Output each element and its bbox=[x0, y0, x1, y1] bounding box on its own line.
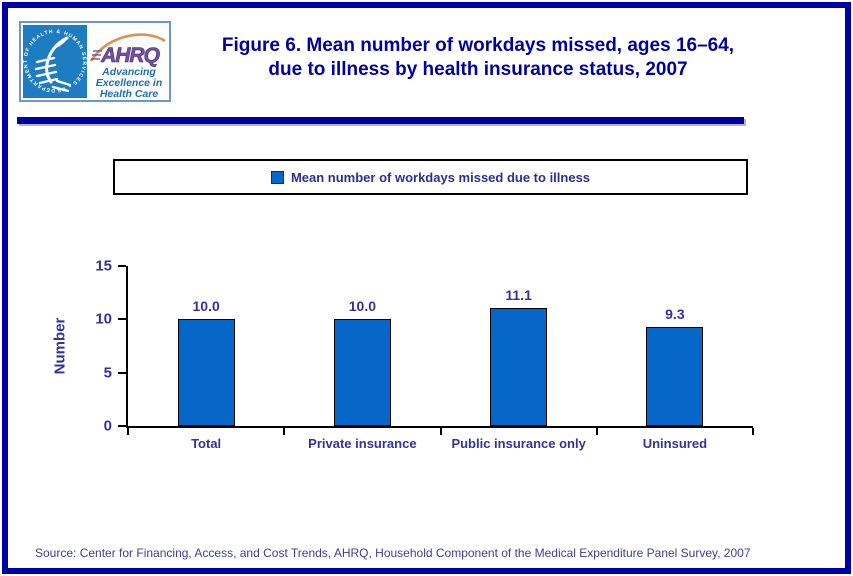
ahrq-tagline-3: Health Care bbox=[100, 88, 159, 98]
seal-circular-text: DEPARTMENT OF HEALTH & HUMAN SERVICES • … bbox=[21, 21, 86, 93]
legend-swatch-icon bbox=[270, 170, 284, 184]
x-axis-category-label: Total bbox=[191, 436, 222, 451]
header-divider-bar bbox=[17, 117, 744, 124]
ahrq-logo: DEPARTMENT OF HEALTH & HUMAN SERVICES • … bbox=[19, 21, 171, 102]
bar-chart-plot-area: 0 5 10 15 10.0 Total 10.0 Private insurance 11.1… bbox=[95, 258, 754, 451]
x-axis-tick bbox=[752, 428, 754, 435]
x-axis-category-label: Uninsured bbox=[642, 436, 708, 451]
x-axis-tick bbox=[127, 428, 129, 435]
ahrq-tagline-2: Excellence in bbox=[96, 77, 163, 89]
bar-value-label: 9.3 bbox=[665, 305, 685, 322]
y-axis-tick bbox=[118, 371, 126, 374]
bar-value-label: 11.1 bbox=[505, 286, 532, 303]
bar-private-insurance bbox=[333, 319, 391, 426]
x-axis-tick bbox=[595, 428, 598, 435]
bar-uninsured bbox=[646, 326, 704, 426]
figure-title-line1: Figure 6. Mean number of workdays missed… bbox=[221, 35, 735, 56]
y-axis-tick-label: 15 bbox=[95, 257, 112, 275]
x-axis-category-label: Public insurance only bbox=[451, 436, 586, 451]
y-axis-tick-label: 0 bbox=[103, 417, 112, 435]
ahrq-acronym: AHRQ bbox=[100, 44, 159, 67]
legend-label: Mean number of workdays missed due to il… bbox=[290, 169, 591, 185]
y-axis-tick bbox=[118, 318, 126, 321]
x-axis-category-label: Private insurance bbox=[308, 436, 417, 451]
y-axis-tick bbox=[118, 265, 126, 267]
ahrq-tagline-1: Advancing bbox=[101, 66, 156, 78]
hhs-seal: DEPARTMENT OF HEALTH & HUMAN SERVICES • … bbox=[21, 21, 87, 98]
figure-title: Figure 6. Mean number of workdays missed… bbox=[178, 34, 778, 82]
y-axis-tick bbox=[118, 425, 126, 427]
bar-value-label: 10.0 bbox=[192, 298, 220, 315]
figure-title-line2: due to illness by health insurance statu… bbox=[268, 59, 688, 80]
bar-value-label: 10.0 bbox=[348, 298, 376, 315]
source-note: Source: Center for Financing, Access, an… bbox=[35, 546, 751, 560]
y-axis-tick-label: 5 bbox=[103, 364, 112, 382]
chart-legend: Mean number of workdays missed due to il… bbox=[113, 159, 748, 195]
x-axis-tick bbox=[439, 428, 442, 435]
y-axis-tick-label: 10 bbox=[95, 310, 112, 328]
svg-text:DEPARTMENT OF HEALTH & HUMAN S: DEPARTMENT OF HEALTH & HUMAN SERVICES • … bbox=[23, 25, 87, 93]
ahrq-wordmark: AHRQ Advancing Excellence in Health Care bbox=[87, 25, 167, 98]
hhs-eagle-icon: DEPARTMENT OF HEALTH & HUMAN SERVICES • … bbox=[21, 21, 87, 93]
x-axis-tick bbox=[283, 428, 286, 435]
y-axis-title: Number bbox=[51, 317, 69, 375]
ahrq-swoosh-icon bbox=[89, 33, 166, 62]
bar-public-insurance-only bbox=[490, 307, 548, 426]
bar-total bbox=[177, 319, 235, 426]
